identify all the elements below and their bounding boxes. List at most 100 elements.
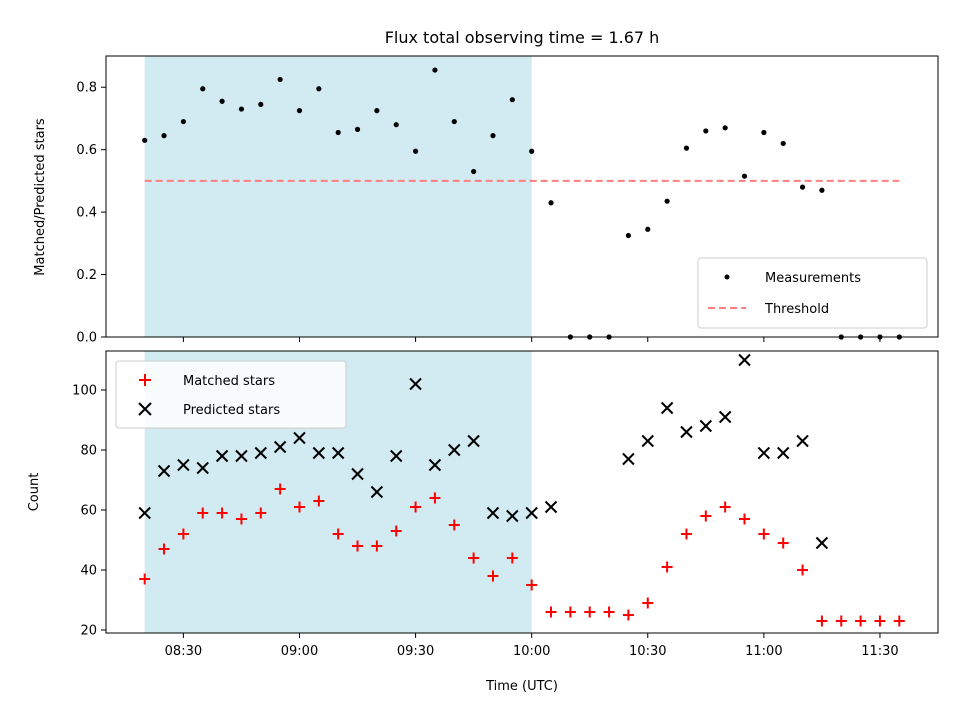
measurement-point [799,184,806,190]
legend-predicted-marker [138,402,152,416]
chart-title: Flux total observing time = 1.67 h [385,28,660,47]
matched-star-point [874,615,886,627]
predicted-star-point [312,446,326,460]
measurement-point [393,122,399,128]
bottom-marks [138,353,905,627]
matched-star-point [603,606,615,618]
legend-matched-label: Matched stars [183,374,275,389]
matched-star-point [642,597,654,609]
matched-star-point [139,573,151,585]
top-panel: Flux total observing time = 1.67 h 0.0 0.… [33,28,939,346]
matched-star-point [893,615,905,627]
matched-star-point [255,507,267,519]
legend-measurements-label: Measurements [765,271,861,286]
predicted-star-point [351,467,364,481]
predicted-star-point [370,485,384,499]
measurement-point [432,67,438,73]
predicted-star-point [815,536,829,550]
x-tick-label: 08:30 [165,644,202,659]
predicted-star-point [738,353,751,367]
measurement-point [529,148,535,154]
x-axis-label: Time (UTC) [485,679,558,694]
matched-star-point [197,507,209,519]
matched-star-point [506,552,518,564]
predicted-star-point [467,434,480,448]
top-axes-frame [105,55,939,338]
predicted-star-point [235,449,248,463]
predicted-star-point [757,446,771,460]
x-tick-label: 10:00 [513,644,550,659]
measurement-point [761,129,767,136]
matched-star-point [332,528,344,540]
matched-star-point [293,501,305,513]
y-tick-label: 100 [72,384,97,399]
predicted-star-point [448,443,461,457]
matched-star-point [352,540,364,552]
legend-measurements-marker [724,274,730,280]
measurement-point [200,86,206,92]
predicted-star-point [622,452,635,466]
measurement-point [509,97,515,103]
measurement-point [238,106,245,112]
matched-star-point [177,528,189,540]
predicted-star-point [196,461,209,475]
predicted-star-point [486,506,500,520]
predicted-star-point [331,446,345,460]
matched-star-point [584,606,596,618]
matched-star-point [661,561,673,573]
predicted-star-point [680,425,693,439]
predicted-star-point [796,434,809,448]
matched-star-point [235,513,247,525]
measurement-point [722,125,728,131]
measurement-point [296,108,303,114]
measurement-point [645,226,651,232]
bottom-panel: 20 40 60 80 100 08:30 09:00 09:30 10:00 10:30 11:… [27,350,939,694]
matched-star-point [835,615,847,627]
predicted-star-point [428,458,442,472]
predicted-star-point [293,431,306,445]
y-tick-label: 0.0 [76,331,97,346]
measurement-point [548,200,554,206]
measurement-point [161,133,167,139]
x-tick-label: 09:00 [281,644,318,659]
predicted-star-point [525,506,538,520]
matched-star-point [758,528,770,540]
matched-star-point [429,492,441,504]
measurement-point [703,128,709,134]
measurement-point [374,108,380,114]
y-tick-label: 20 [80,624,97,639]
measurement-point [819,187,825,193]
measurement-point [625,232,632,239]
measurement-point [335,129,341,136]
x-tick-label: 11:30 [861,644,898,659]
bottom-legend: Matched stars Predicted stars [115,360,347,429]
measurement-point [180,118,186,125]
matched-star-point [564,606,576,618]
matched-star-point [816,615,828,627]
predicted-star-point [718,410,732,424]
predicted-star-point [273,440,287,454]
bottom-y-ticks: 20 40 60 80 100 [72,384,106,639]
bottom-y-axis-label: Count [27,473,42,512]
measurement-point [219,98,225,104]
measurement-point [490,133,496,139]
measurement-point [277,76,283,83]
matched-star-point [797,564,809,576]
matched-star-point [390,525,402,537]
matched-star-point [622,609,634,621]
matched-star-point [158,543,170,555]
predicted-star-point [506,509,519,523]
matched-star-point [739,513,751,525]
measurement-point [354,126,361,132]
y-tick-label: 60 [80,504,97,519]
measurement-point [664,198,670,204]
bottom-x-ticks: 08:30 09:00 09:30 10:00 10:30 11:00 11:30 [165,633,899,659]
matched-star-point [855,615,867,627]
predicted-star-point [409,377,422,391]
y-tick-label: 0.6 [76,143,97,158]
bottom-legend-box [115,360,347,429]
predicted-star-point [390,449,403,463]
top-legend: Measurements Threshold [697,257,928,329]
y-tick-label: 0.8 [76,81,97,96]
